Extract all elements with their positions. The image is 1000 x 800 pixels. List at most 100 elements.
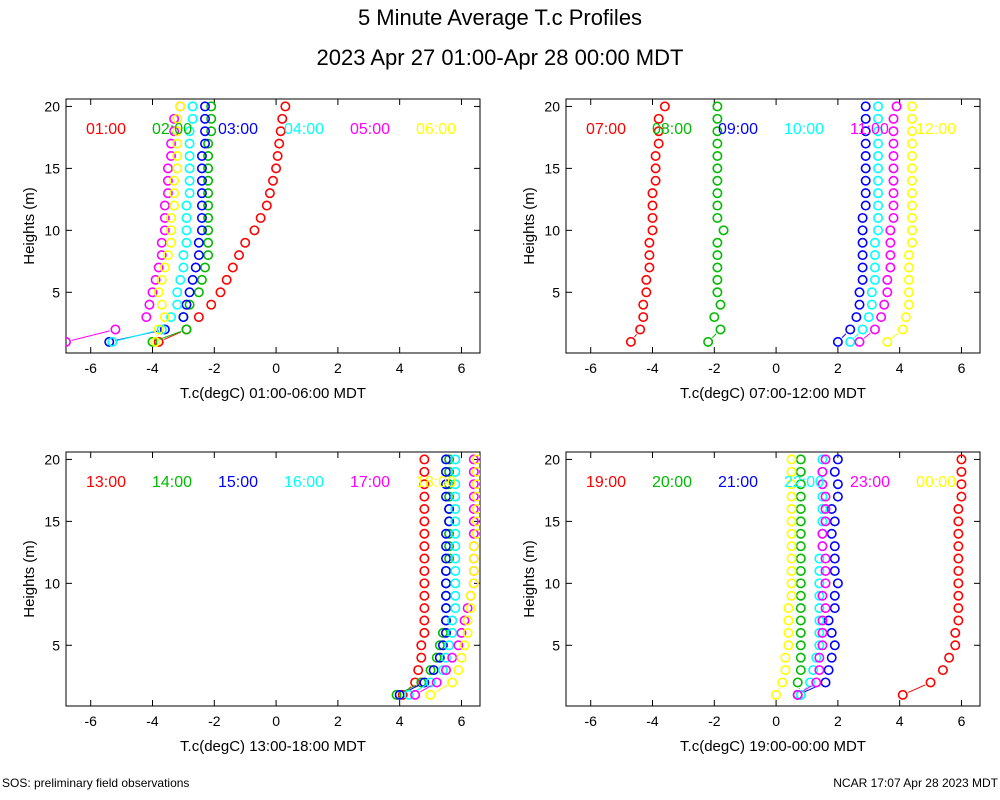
data-point [857, 324, 868, 335]
data-point [783, 627, 794, 638]
series-1600 [403, 454, 461, 700]
data-point [653, 113, 664, 124]
data-point [907, 126, 918, 137]
data-point [468, 578, 479, 589]
data-point [854, 287, 865, 298]
data-point [437, 640, 448, 651]
data-point [953, 603, 964, 614]
data-point [156, 299, 167, 310]
data-point [200, 138, 211, 149]
data-point [462, 615, 473, 626]
data-point [712, 212, 723, 223]
data-point [795, 565, 806, 576]
data-point [851, 312, 862, 323]
data-point [441, 603, 452, 614]
data-point [857, 212, 868, 223]
data-point [147, 336, 158, 347]
legend-entry: 15:00 [218, 474, 258, 491]
data-point [829, 565, 840, 576]
data-point [860, 188, 871, 199]
series-segment [420, 685, 432, 693]
y-axis-label: Heights (m) [21, 540, 38, 618]
data-point [907, 225, 918, 236]
data-point [786, 491, 797, 502]
data-point [863, 312, 874, 323]
data-point [434, 652, 445, 663]
series-segment [118, 330, 157, 341]
data-point [845, 336, 856, 347]
data-point [860, 113, 871, 124]
data-point [153, 336, 164, 347]
data-point [437, 665, 448, 676]
x-tick-label: 6 [458, 360, 466, 376]
data-point [783, 615, 794, 626]
data-point [441, 565, 452, 576]
data-point [820, 603, 831, 614]
data-point [203, 212, 214, 223]
series-segment [71, 330, 110, 341]
data-point [159, 312, 170, 323]
data-point [795, 640, 806, 651]
series-segment [163, 331, 182, 340]
data-point [453, 665, 464, 676]
data-point [162, 163, 173, 174]
data-point [903, 274, 914, 285]
data-point [888, 212, 899, 223]
data-point [166, 312, 177, 323]
legend-entry: 09:00 [718, 121, 758, 138]
data-point [860, 163, 871, 174]
data-point [956, 491, 967, 502]
data-point [829, 516, 840, 527]
data-point [641, 274, 652, 285]
data-point [450, 578, 461, 589]
data-point [882, 274, 893, 285]
data-point [264, 188, 275, 199]
data-point [857, 225, 868, 236]
data-point [937, 665, 948, 676]
data-point [903, 262, 914, 273]
data-point [441, 665, 452, 676]
data-point [441, 466, 452, 477]
data-point [873, 212, 884, 223]
data-point [441, 652, 452, 663]
data-point [826, 528, 837, 539]
data-point [153, 262, 164, 273]
data-point [150, 274, 161, 285]
data-point [786, 479, 797, 490]
data-point [873, 175, 884, 186]
data-point [471, 454, 480, 465]
data-point [193, 312, 204, 323]
y-tick-label: 20 [544, 451, 560, 467]
data-point [144, 299, 155, 310]
data-point [441, 454, 452, 465]
data-point [450, 541, 461, 552]
x-tick-label: 0 [272, 713, 280, 729]
data-point [907, 163, 918, 174]
data-point [447, 677, 458, 688]
data-point [944, 652, 955, 663]
data-point [795, 578, 806, 589]
series-segment [841, 333, 847, 338]
data-point [172, 163, 183, 174]
data-point [882, 287, 893, 298]
series-0300 [104, 101, 211, 347]
data-point [159, 324, 170, 335]
plot-frame [565, 451, 981, 707]
data-point [953, 503, 964, 514]
data-point [453, 640, 464, 651]
data-point [169, 200, 180, 211]
data-point [860, 175, 871, 186]
data-point [953, 615, 964, 626]
legend-entry: 08:00 [652, 121, 692, 138]
data-point [450, 565, 461, 576]
data-point [169, 113, 180, 124]
x-tick-label: -6 [84, 713, 97, 729]
series-1200 [882, 101, 918, 347]
legend-entry: 22:00 [784, 474, 824, 491]
data-point [647, 225, 658, 236]
data-point [416, 640, 427, 651]
data-point [394, 689, 405, 700]
data-point [184, 287, 195, 298]
data-point [907, 188, 918, 199]
data-point [820, 553, 831, 564]
